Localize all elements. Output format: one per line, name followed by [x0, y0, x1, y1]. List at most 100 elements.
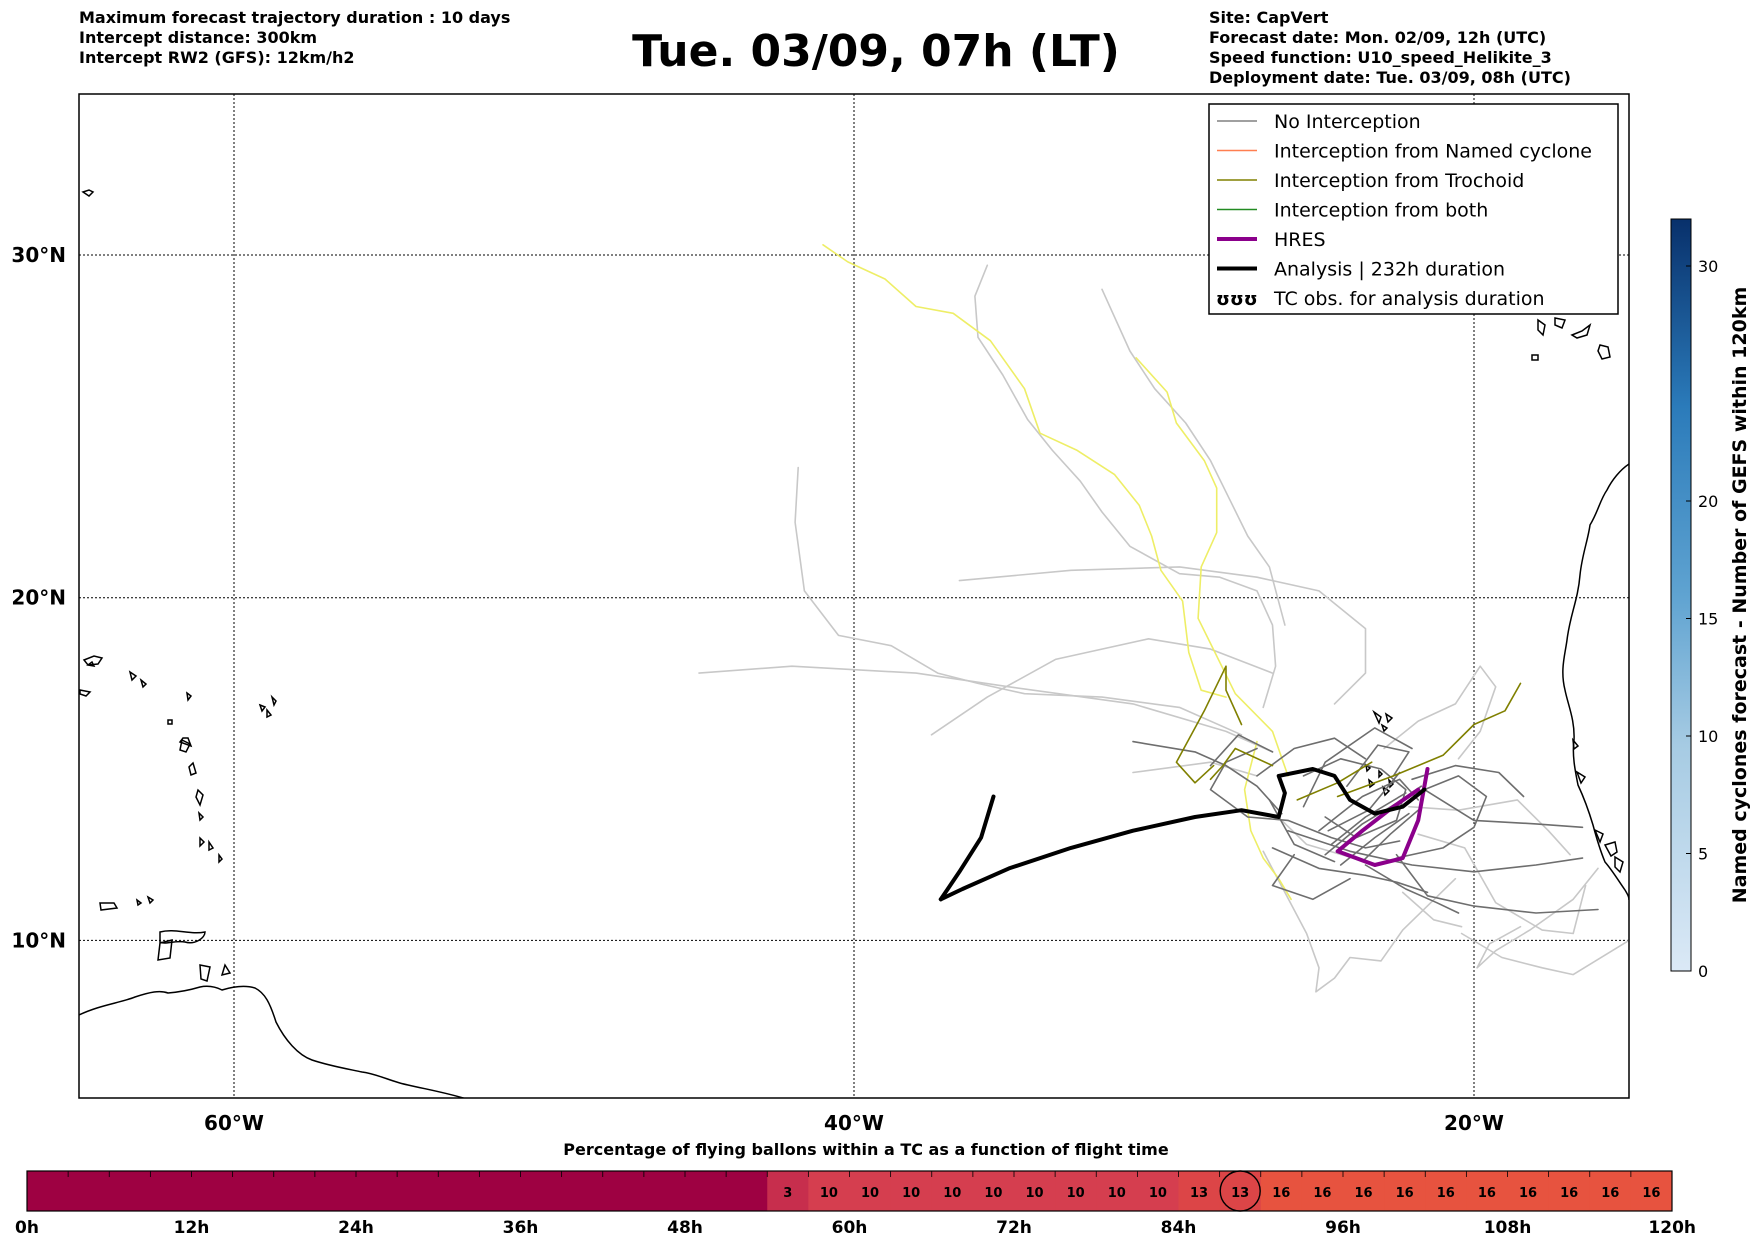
flight-bar-cell: [1589, 1171, 1632, 1211]
flight-bar-ticks: 0h 12h 24h 36h 48h 60h 72h 84h 96h 108h 120h: [15, 1171, 1696, 1238]
lat-tick-label: 10°N: [11, 928, 66, 952]
trajectory-no-interception: [1318, 778, 1419, 832]
colorbar-tick-label: 20: [1698, 492, 1718, 511]
flight-bar-cell-value: 10: [902, 1186, 920, 1201]
trinidad-coastline: [157, 939, 173, 961]
trajectory-light: [1281, 819, 1354, 859]
trajectory-no-interception: [1346, 744, 1410, 787]
azores-islands: [81, 189, 95, 197]
flight-bar-cell-value: 10: [943, 1186, 961, 1201]
legend-label: HRES: [1274, 229, 1326, 251]
deployment-date: Deployment date: Tue. 03/09, 08h (UTC): [1209, 68, 1571, 87]
flight-bar-cell-value: 16: [1601, 1186, 1619, 1201]
flight-bar-cell: [1096, 1171, 1138, 1211]
flight-bar-hour-label: 96h: [1325, 1218, 1361, 1238]
lesser-antilles: [79, 655, 277, 864]
trajectory-trochoid: [1209, 747, 1274, 781]
trajectory-no-interception: [1302, 727, 1413, 808]
trajectory-no-interception: [1364, 864, 1460, 914]
flight-bar-cell: [1260, 1171, 1303, 1211]
trajectory-yellow: [822, 244, 1227, 698]
africa-coastline: [1562, 463, 1629, 901]
flight-bar-cell-value: 10: [984, 1186, 1002, 1201]
flight-bar-cell: [1343, 1171, 1385, 1211]
legend-tc-obs-icon: ʊʊʊ: [1216, 289, 1258, 310]
trajectory-yellow: [1135, 357, 1289, 777]
gulf-of-paria: [159, 929, 206, 944]
canary-islands: [1531, 317, 1611, 361]
flight-bar-cell-value: 16: [1355, 1186, 1373, 1201]
flight-bar-hour-label: 84h: [1161, 1218, 1197, 1238]
trajectory-no-interception: [1132, 740, 1283, 815]
flight-bar-cell: [1425, 1171, 1467, 1211]
flight-bar-cell-value: 16: [1642, 1186, 1660, 1201]
flight-bar-hour-label: 12h: [174, 1218, 210, 1238]
flight-bar-cell: [972, 1171, 1015, 1211]
map-gridlines: [79, 94, 1629, 1098]
map-panel: 60°W 40°W 20°W 30°N 20°N 10°N No Interception…: [11, 93, 1630, 1135]
trajectory-trochoid: [1336, 682, 1522, 798]
flight-bar-cell: [1014, 1171, 1056, 1211]
trajectory-no-interception: [1209, 734, 1274, 767]
tracks-yellow: [822, 244, 1292, 901]
flight-bar-hour-label: 108h: [1484, 1218, 1532, 1238]
trajectory-no-interception: [1361, 809, 1419, 863]
legend-label: Interception from Named cyclone: [1274, 141, 1592, 163]
trajectory-no-interception: [1423, 788, 1584, 829]
trajectory-light: [1401, 891, 1463, 928]
legend-label: Analysis | 232h duration: [1274, 259, 1505, 281]
trajectory-no-interception: [1411, 764, 1525, 798]
flight-bar-cell-value: 16: [1478, 1186, 1496, 1201]
trajectory-light: [1383, 665, 1497, 760]
trajectory-light: [930, 638, 1274, 736]
flight-bar-cell: [890, 1171, 933, 1211]
flight-bar-cell: [1466, 1171, 1508, 1211]
trajectory-light: [1408, 799, 1571, 856]
trajectory-light: [1101, 288, 1286, 626]
forecast-date: Forecast date: Mon. 02/09, 12h (UTC): [1209, 28, 1547, 47]
lon-tick-label: 40°W: [824, 1111, 884, 1135]
tracks-no-interception-light: [698, 264, 1629, 993]
trajectory-no-interception: [1209, 747, 1401, 849]
flight-bar-cell: [1384, 1171, 1426, 1211]
flight-bar-cell: [767, 1171, 809, 1211]
colorbar-tick-label: 15: [1698, 610, 1718, 629]
trajectory-no-interception: [1271, 847, 1429, 894]
analysis-trajectory: [938, 767, 1427, 902]
lon-tick-label: 60°W: [204, 1111, 264, 1135]
tracks-no-interception-dark: [1132, 727, 1599, 914]
flight-bar-cell: [1055, 1171, 1097, 1211]
flight-bar-hour-label: 24h: [338, 1218, 374, 1238]
flight-bar-cell: [931, 1171, 974, 1211]
trajectory-light: [1460, 932, 1629, 976]
trajectory-light: [1262, 850, 1457, 993]
flight-bar-hour-label: 36h: [503, 1218, 539, 1238]
analysis-trajectory: [938, 794, 996, 902]
cyclone-colorbar: Named cyclones forecast - Number of GEFS…: [1670, 218, 1751, 981]
flight-bar-hour-label: 72h: [996, 1218, 1032, 1238]
flight-bar-cell-value: 16: [1313, 1186, 1331, 1201]
lon-tick-label: 20°W: [1444, 1111, 1504, 1135]
flight-bar-cell-value: 3: [783, 1186, 792, 1201]
trajectory-light: [794, 466, 1243, 736]
flight-bar-cell: [1178, 1171, 1221, 1211]
cape-verde-islands: [1364, 709, 1395, 797]
flight-bar-cell-value: 16: [1560, 1186, 1578, 1201]
colorbar-tick-label: 10: [1698, 727, 1718, 746]
speed-function: Speed function: U10_speed_Helikite_3: [1209, 48, 1552, 67]
flight-bar-cell-value: 16: [1519, 1186, 1537, 1201]
flight-bar-cell-value: 13: [1231, 1186, 1249, 1201]
flight-bar-cell: [1137, 1171, 1179, 1211]
legend-label: Interception from Trochoid: [1274, 170, 1524, 192]
flight-bar-cell-value: 10: [1067, 1186, 1085, 1201]
flight-bar-hour-label: 0h: [15, 1218, 39, 1238]
flight-bar-hour-label: 120h: [1648, 1218, 1696, 1238]
trajectory-light: [974, 264, 1277, 709]
flight-bar-cell-value: 16: [1396, 1186, 1414, 1201]
page-title: Tue. 03/09, 07h (LT): [632, 26, 1120, 77]
lat-tick-label: 30°N: [11, 243, 66, 267]
colorbar-tick-label: 5: [1698, 845, 1708, 864]
trajectory-layer: [698, 244, 1629, 993]
trajectory-no-interception: [1256, 737, 1367, 777]
trajectory-no-interception: [1271, 853, 1351, 901]
